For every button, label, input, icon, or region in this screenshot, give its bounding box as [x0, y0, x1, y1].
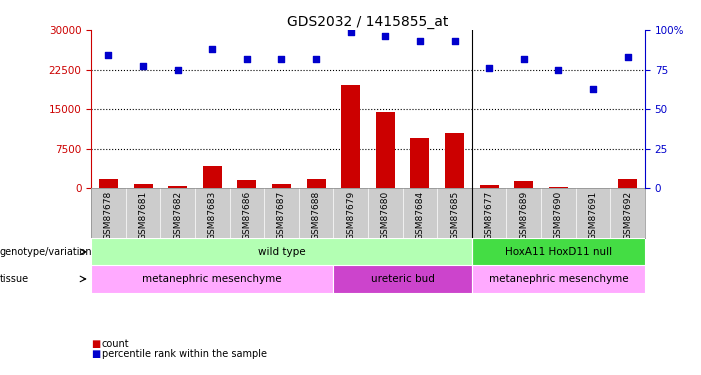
Text: HoxA11 HoxD11 null: HoxA11 HoxD11 null — [505, 247, 612, 257]
Text: GSM87682: GSM87682 — [173, 191, 182, 240]
Bar — [91, 266, 334, 292]
Text: GSM87691: GSM87691 — [589, 191, 597, 240]
Point — [207, 46, 218, 52]
Point — [414, 38, 426, 44]
Point — [518, 56, 529, 62]
Point — [380, 33, 391, 39]
Point — [484, 65, 495, 71]
Text: GSM87678: GSM87678 — [104, 191, 113, 240]
Bar — [203, 166, 222, 188]
Text: GSM87680: GSM87680 — [381, 191, 390, 240]
Bar — [238, 180, 257, 188]
Bar — [99, 179, 118, 188]
Point — [172, 67, 183, 73]
Text: GSM87684: GSM87684 — [416, 191, 424, 240]
Title: GDS2032 / 1415855_at: GDS2032 / 1415855_at — [287, 15, 449, 29]
Bar — [341, 86, 360, 188]
Text: GSM87686: GSM87686 — [243, 191, 252, 240]
Text: count: count — [102, 339, 129, 349]
Text: metanephric mesenchyme: metanephric mesenchyme — [489, 274, 628, 284]
Text: wild type: wild type — [258, 247, 306, 257]
Text: GSM87688: GSM87688 — [312, 191, 320, 240]
Bar — [272, 184, 291, 188]
Text: GSM87685: GSM87685 — [450, 191, 459, 240]
Text: tissue: tissue — [0, 274, 29, 284]
Bar — [515, 181, 533, 188]
Text: GSM87677: GSM87677 — [484, 191, 494, 240]
Text: GSM87689: GSM87689 — [519, 191, 529, 240]
Bar — [334, 266, 472, 292]
Bar — [549, 187, 568, 188]
Point — [345, 28, 356, 34]
Text: GSM87679: GSM87679 — [346, 191, 355, 240]
Bar — [618, 179, 637, 188]
Point — [137, 63, 149, 69]
Text: percentile rank within the sample: percentile rank within the sample — [102, 350, 266, 359]
Point — [449, 38, 460, 44]
Bar — [479, 184, 498, 188]
Bar — [445, 133, 464, 188]
Point — [311, 56, 322, 62]
Bar — [376, 112, 395, 188]
Bar — [133, 184, 153, 188]
Bar — [472, 266, 645, 292]
Text: ■: ■ — [91, 350, 100, 359]
Bar — [472, 238, 645, 266]
Point — [276, 56, 287, 62]
Text: GSM87683: GSM87683 — [207, 191, 217, 240]
Bar — [91, 238, 472, 266]
Point — [587, 86, 599, 92]
Text: ■: ■ — [91, 339, 100, 349]
Text: GSM87687: GSM87687 — [277, 191, 286, 240]
Text: ureteric bud: ureteric bud — [371, 274, 435, 284]
Bar — [168, 186, 187, 188]
Text: genotype/variation: genotype/variation — [0, 247, 93, 257]
Text: metanephric mesenchyme: metanephric mesenchyme — [142, 274, 282, 284]
Text: GSM87690: GSM87690 — [554, 191, 563, 240]
Point — [553, 67, 564, 73]
Text: GSM87681: GSM87681 — [139, 191, 147, 240]
Text: GSM87692: GSM87692 — [623, 191, 632, 240]
Point — [103, 53, 114, 58]
Point — [241, 56, 252, 62]
Point — [622, 54, 633, 60]
Bar — [410, 138, 430, 188]
Bar — [306, 179, 326, 188]
